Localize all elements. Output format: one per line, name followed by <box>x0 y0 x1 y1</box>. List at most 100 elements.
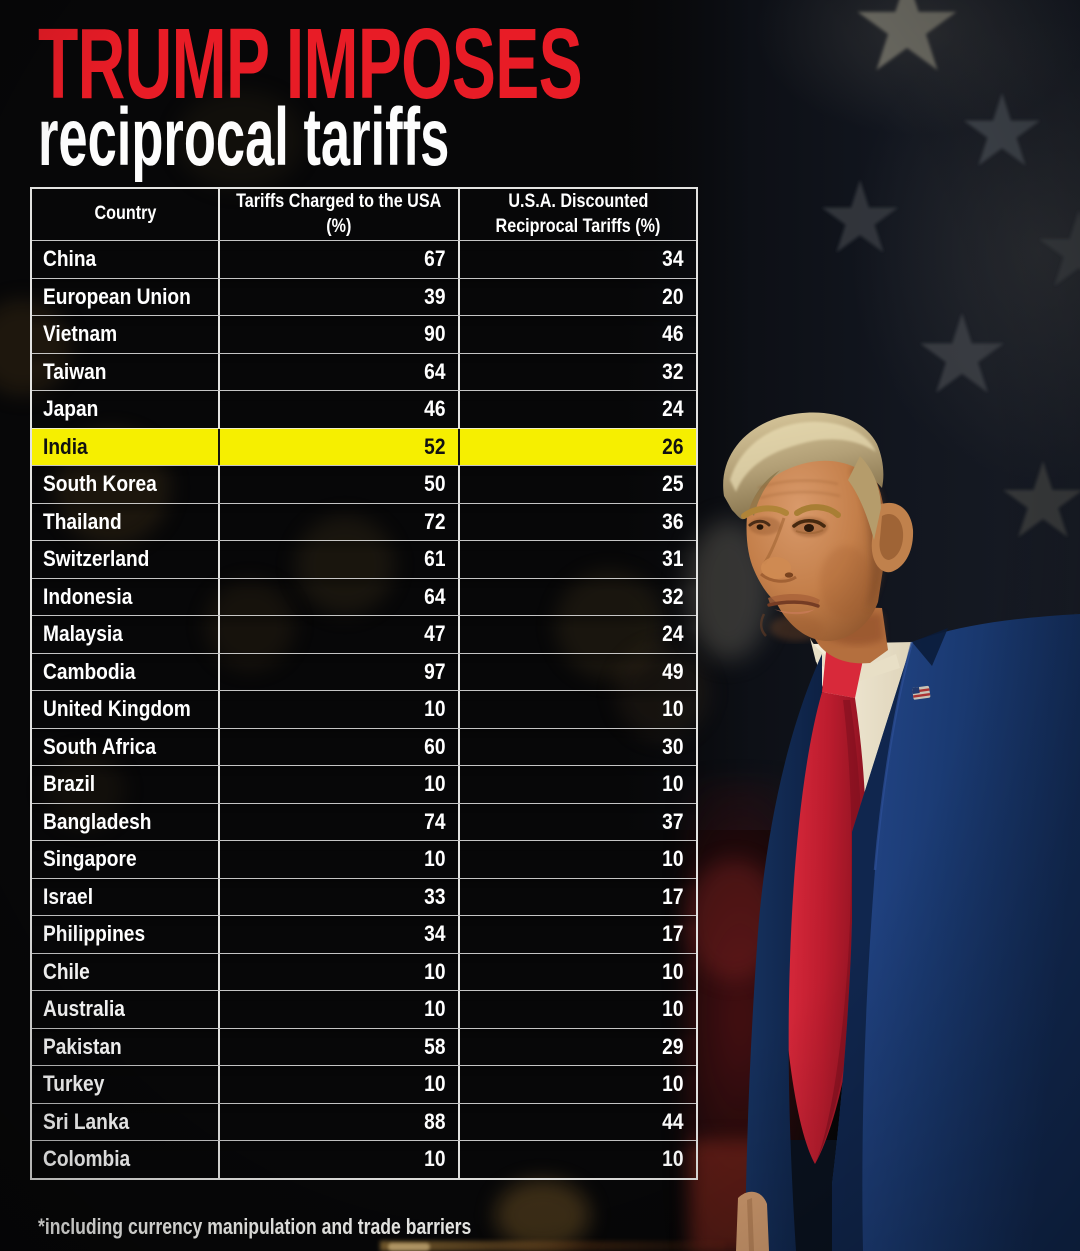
charged-tariff-cell: 50 <box>218 466 458 503</box>
country-cell: Pakistan <box>43 1033 122 1059</box>
country-cell: Thailand <box>43 508 122 534</box>
discounted-tariff-cell: 29 <box>458 1028 696 1065</box>
country-cell: China <box>43 246 97 272</box>
discounted-tariff-cell: 10 <box>458 766 696 803</box>
discounted-tariff-cell: 24 <box>458 616 696 653</box>
discounted-tariff-cell: 10 <box>458 953 696 990</box>
charged-tariff-cell: 64 <box>218 578 458 615</box>
country-cell: India <box>43 433 88 459</box>
bokeh-spot <box>388 1243 430 1251</box>
charged-tariff-cell: 10 <box>218 691 458 728</box>
table-row: Indonesia 64 32 <box>32 577 696 615</box>
column-header-charged: Tariffs Charged to the USA (%) <box>218 189 458 240</box>
tariff-table-body: China 67 34 European Union 39 20 Vietnam… <box>32 240 696 1178</box>
table-row: Chile 10 10 <box>32 952 696 990</box>
table-row: Israel 33 17 <box>32 877 696 915</box>
table-header-row: Country Tariffs Charged to the USA (%) U… <box>32 189 696 240</box>
table-row: Vietnam 90 46 <box>32 315 696 353</box>
discounted-tariff-cell: 36 <box>458 503 696 540</box>
discounted-tariff-cell: 24 <box>458 391 696 428</box>
column-header-country: Country <box>32 189 218 240</box>
charged-tariff-cell: 90 <box>218 316 458 353</box>
bokeh-blob <box>495 1180 590 1250</box>
discounted-tariff-cell: 10 <box>458 691 696 728</box>
country-cell: Bangladesh <box>43 808 152 834</box>
headline-main: TRUMP IMPOSES <box>38 8 583 120</box>
charged-tariff-cell: 39 <box>218 278 458 315</box>
flag-pin-icon <box>912 685 931 700</box>
country-cell: Malaysia <box>43 621 123 647</box>
charged-tariff-cell: 47 <box>218 616 458 653</box>
table-row: Sri Lanka 88 44 <box>32 1102 696 1140</box>
charged-tariff-cell: 34 <box>218 916 458 953</box>
column-header-label: Country <box>94 203 156 225</box>
country-cell: Sri Lanka <box>43 1108 130 1134</box>
footnote: *including currency manipulation and tra… <box>38 1214 472 1239</box>
discounted-tariff-cell: 25 <box>458 466 696 503</box>
discounted-tariff-cell: 49 <box>458 653 696 690</box>
column-header-label: Tariffs Charged to the USA <box>236 191 442 213</box>
country-cell: Australia <box>43 996 125 1022</box>
charged-tariff-cell: 74 <box>218 803 458 840</box>
country-cell: South Africa <box>43 733 157 759</box>
charged-tariff-cell: 97 <box>218 653 458 690</box>
discounted-tariff-cell: 37 <box>458 803 696 840</box>
table-row: United Kingdom 10 10 <box>32 690 696 728</box>
table-row: Brazil 10 10 <box>32 765 696 803</box>
country-cell: Philippines <box>43 921 146 947</box>
table-row: India 52 26 <box>32 427 696 465</box>
table-row: Turkey 10 10 <box>32 1065 696 1103</box>
country-cell: Vietnam <box>43 321 118 347</box>
charged-tariff-cell: 61 <box>218 541 458 578</box>
discounted-tariff-cell: 26 <box>458 428 696 465</box>
table-row: Bangladesh 74 37 <box>32 802 696 840</box>
bokeh-strip <box>380 1241 725 1251</box>
discounted-tariff-cell: 46 <box>458 316 696 353</box>
country-cell: United Kingdom <box>43 696 191 722</box>
discounted-tariff-cell: 17 <box>458 878 696 915</box>
column-header-label: U.S.A. Discounted <box>508 191 648 213</box>
country-cell: Colombia <box>43 1146 131 1172</box>
discounted-tariff-cell: 10 <box>458 1141 696 1178</box>
table-row: Cambodia 97 49 <box>32 652 696 690</box>
table-row: South Korea 50 25 <box>32 465 696 503</box>
discounted-tariff-cell: 17 <box>458 916 696 953</box>
table-row: Thailand 72 36 <box>32 502 696 540</box>
discounted-tariff-cell: 20 <box>458 278 696 315</box>
table-row: South Africa 60 30 <box>32 727 696 765</box>
charged-tariff-cell: 52 <box>218 428 458 465</box>
table-row: Switzerland 61 31 <box>32 540 696 578</box>
charged-tariff-cell: 33 <box>218 878 458 915</box>
country-cell: Brazil <box>43 771 96 797</box>
charged-tariff-cell: 88 <box>218 1103 458 1140</box>
table-row: Malaysia 47 24 <box>32 615 696 653</box>
table-row: Taiwan 64 32 <box>32 352 696 390</box>
charged-tariff-cell: 72 <box>218 503 458 540</box>
discounted-tariff-cell: 31 <box>458 541 696 578</box>
table-row: China 67 34 <box>32 240 696 278</box>
charged-tariff-cell: 46 <box>218 391 458 428</box>
column-header-label: Reciprocal Tariffs (%) <box>495 215 661 237</box>
headline-sub: reciprocal tariffs <box>38 92 450 183</box>
discounted-tariff-cell: 10 <box>458 841 696 878</box>
charged-tariff-cell: 10 <box>218 841 458 878</box>
discounted-tariff-cell: 32 <box>458 578 696 615</box>
country-cell: South Korea <box>43 471 157 497</box>
country-cell: Japan <box>43 396 99 422</box>
charged-tariff-cell: 60 <box>218 728 458 765</box>
country-cell: Turkey <box>43 1071 105 1097</box>
charged-tariff-cell: 67 <box>218 241 458 278</box>
charged-tariff-cell: 58 <box>218 1028 458 1065</box>
table-row: European Union 39 20 <box>32 277 696 315</box>
table-row: Colombia 10 10 <box>32 1140 696 1178</box>
discounted-tariff-cell: 10 <box>458 1066 696 1103</box>
country-cell: Singapore <box>43 846 137 872</box>
country-cell: Taiwan <box>43 358 107 384</box>
table-row: Japan 46 24 <box>32 390 696 428</box>
column-header-label: (%) <box>326 215 352 237</box>
charged-tariff-cell: 10 <box>218 991 458 1028</box>
discounted-tariff-cell: 32 <box>458 353 696 390</box>
discounted-tariff-cell: 34 <box>458 241 696 278</box>
country-cell: Chile <box>43 958 90 984</box>
